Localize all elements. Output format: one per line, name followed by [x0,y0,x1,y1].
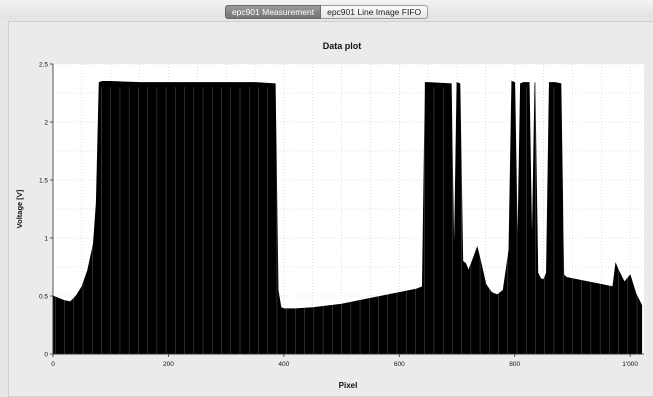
x-tick-label: 600 [394,361,405,368]
y-tick-label: 2 [44,120,48,127]
x-tick-label: 0 [51,361,55,368]
data-plot-chart: Data plot 0 200 400 600 800 1'000 0 0.5 1 1.5 2 2.5… [15,41,644,390]
axis-ticks: 0 200 400 600 800 1'000 0 0.5 1 1.5 2 2.5 [39,62,638,369]
y-tick-label: 0 [44,352,48,359]
tab-epc901-measurement[interactable]: epc901 Measurement [224,5,322,19]
tab-bar: epc901 Measurement epc901 Line Image FIF… [0,5,653,19]
y-tick-label: 0.5 [39,294,48,301]
x-tick-label: 400 [278,361,289,368]
y-tick-label: 1.5 [39,178,48,185]
x-tick-label: 200 [163,361,174,368]
y-axis-label: Voltage [V] [15,189,24,228]
y-tick-label: 2.5 [39,62,48,69]
chart-title: Data plot [323,41,362,51]
data-series [52,80,643,355]
x-tick-label: 800 [509,361,520,368]
series-voltage-area [52,80,643,355]
plot-panel: Data plot 0 200 400 600 800 1'000 0 0.5 1 1.5 2 2.5… [8,21,653,397]
tab-epc901-line-image-fifo[interactable]: epc901 Line Image FIFO [321,5,429,19]
y-tick-label: 1 [44,236,48,243]
x-axis-label: Pixel [339,381,358,390]
x-tick-label: 1'000 [622,361,638,368]
